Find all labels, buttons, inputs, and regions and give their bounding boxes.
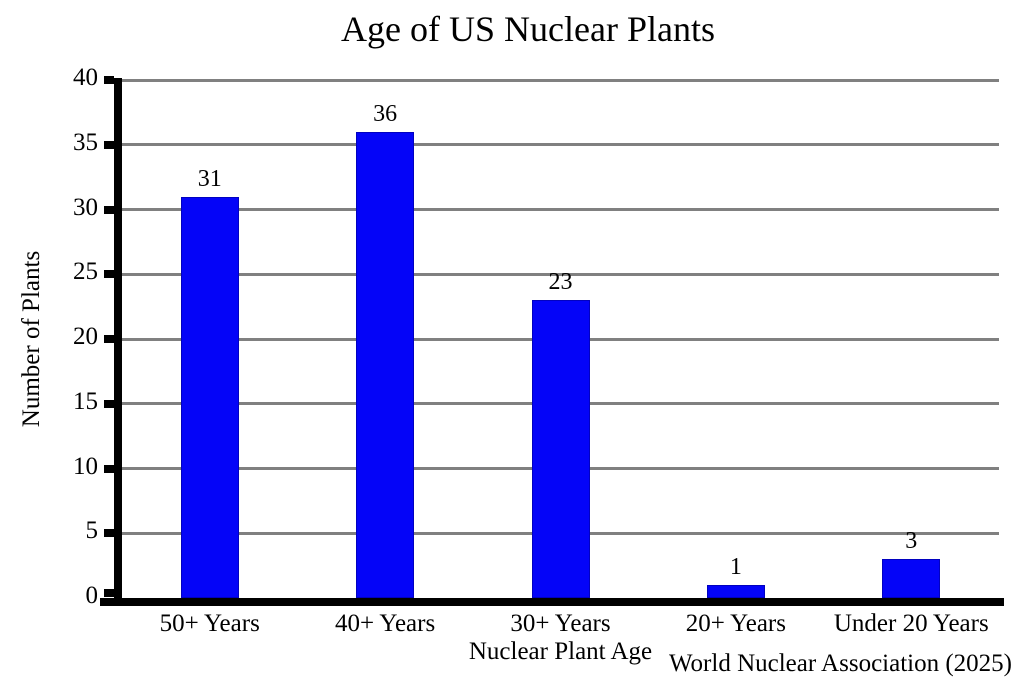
y-tick: [104, 589, 114, 597]
y-tick-label: 25: [73, 258, 98, 286]
y-tick-label: 35: [73, 128, 98, 156]
y-tick: [104, 140, 114, 149]
y-tick-label: 20: [73, 323, 98, 350]
y-tick-label: 0: [85, 582, 99, 609]
chart-title: Age of US Nuclear Plants: [341, 9, 715, 49]
x-category-label: 50+ Years: [159, 610, 260, 637]
y-tick: [104, 270, 114, 279]
y-axis-line: [114, 78, 122, 598]
bar: [180, 196, 239, 598]
x-category-label: 30+ Years: [510, 610, 611, 637]
y-tick-label: 30: [73, 193, 98, 221]
x-category-label: Under 20 Years: [833, 610, 989, 637]
y-tick: [104, 335, 114, 343]
y-tick-label: 40: [73, 64, 98, 91]
gridline: [122, 78, 999, 82]
y-tick: [104, 399, 114, 408]
y-tick: [104, 205, 114, 214]
y-tick-label: 15: [73, 387, 98, 415]
bar: [706, 585, 765, 598]
bar-value-label: 36: [373, 100, 398, 127]
bar: [531, 300, 590, 598]
x-category-label: 40+ Years: [334, 610, 436, 637]
gridline: [122, 272, 999, 276]
bar: [882, 559, 941, 598]
x-category-label: 20+ Years: [685, 610, 786, 637]
gridline: [122, 208, 999, 211]
bar: [356, 131, 415, 598]
y-axis-title: Number of Plants: [18, 250, 45, 428]
y-tick: [104, 529, 114, 538]
x-axis-line: [100, 598, 1004, 606]
y-tick-label: 5: [85, 517, 99, 545]
y-tick: [104, 464, 114, 473]
source-note: World Nuclear Association (2025): [668, 650, 1012, 677]
bar-value-label: 3: [905, 528, 918, 555]
bar-value-label: 1: [729, 554, 742, 581]
y-tick: [104, 76, 114, 84]
bar-value-label: 23: [548, 269, 573, 296]
plot-area: Nuclear Plant Age 0 5 10 15 20 25 30 35 40 31 50+ …: [73, 64, 1004, 665]
gridline: [122, 143, 999, 147]
bar-value-label: 31: [197, 165, 222, 192]
y-tick-label: 10: [73, 452, 98, 480]
x-axis-title: Nuclear Plant Age: [468, 638, 653, 665]
